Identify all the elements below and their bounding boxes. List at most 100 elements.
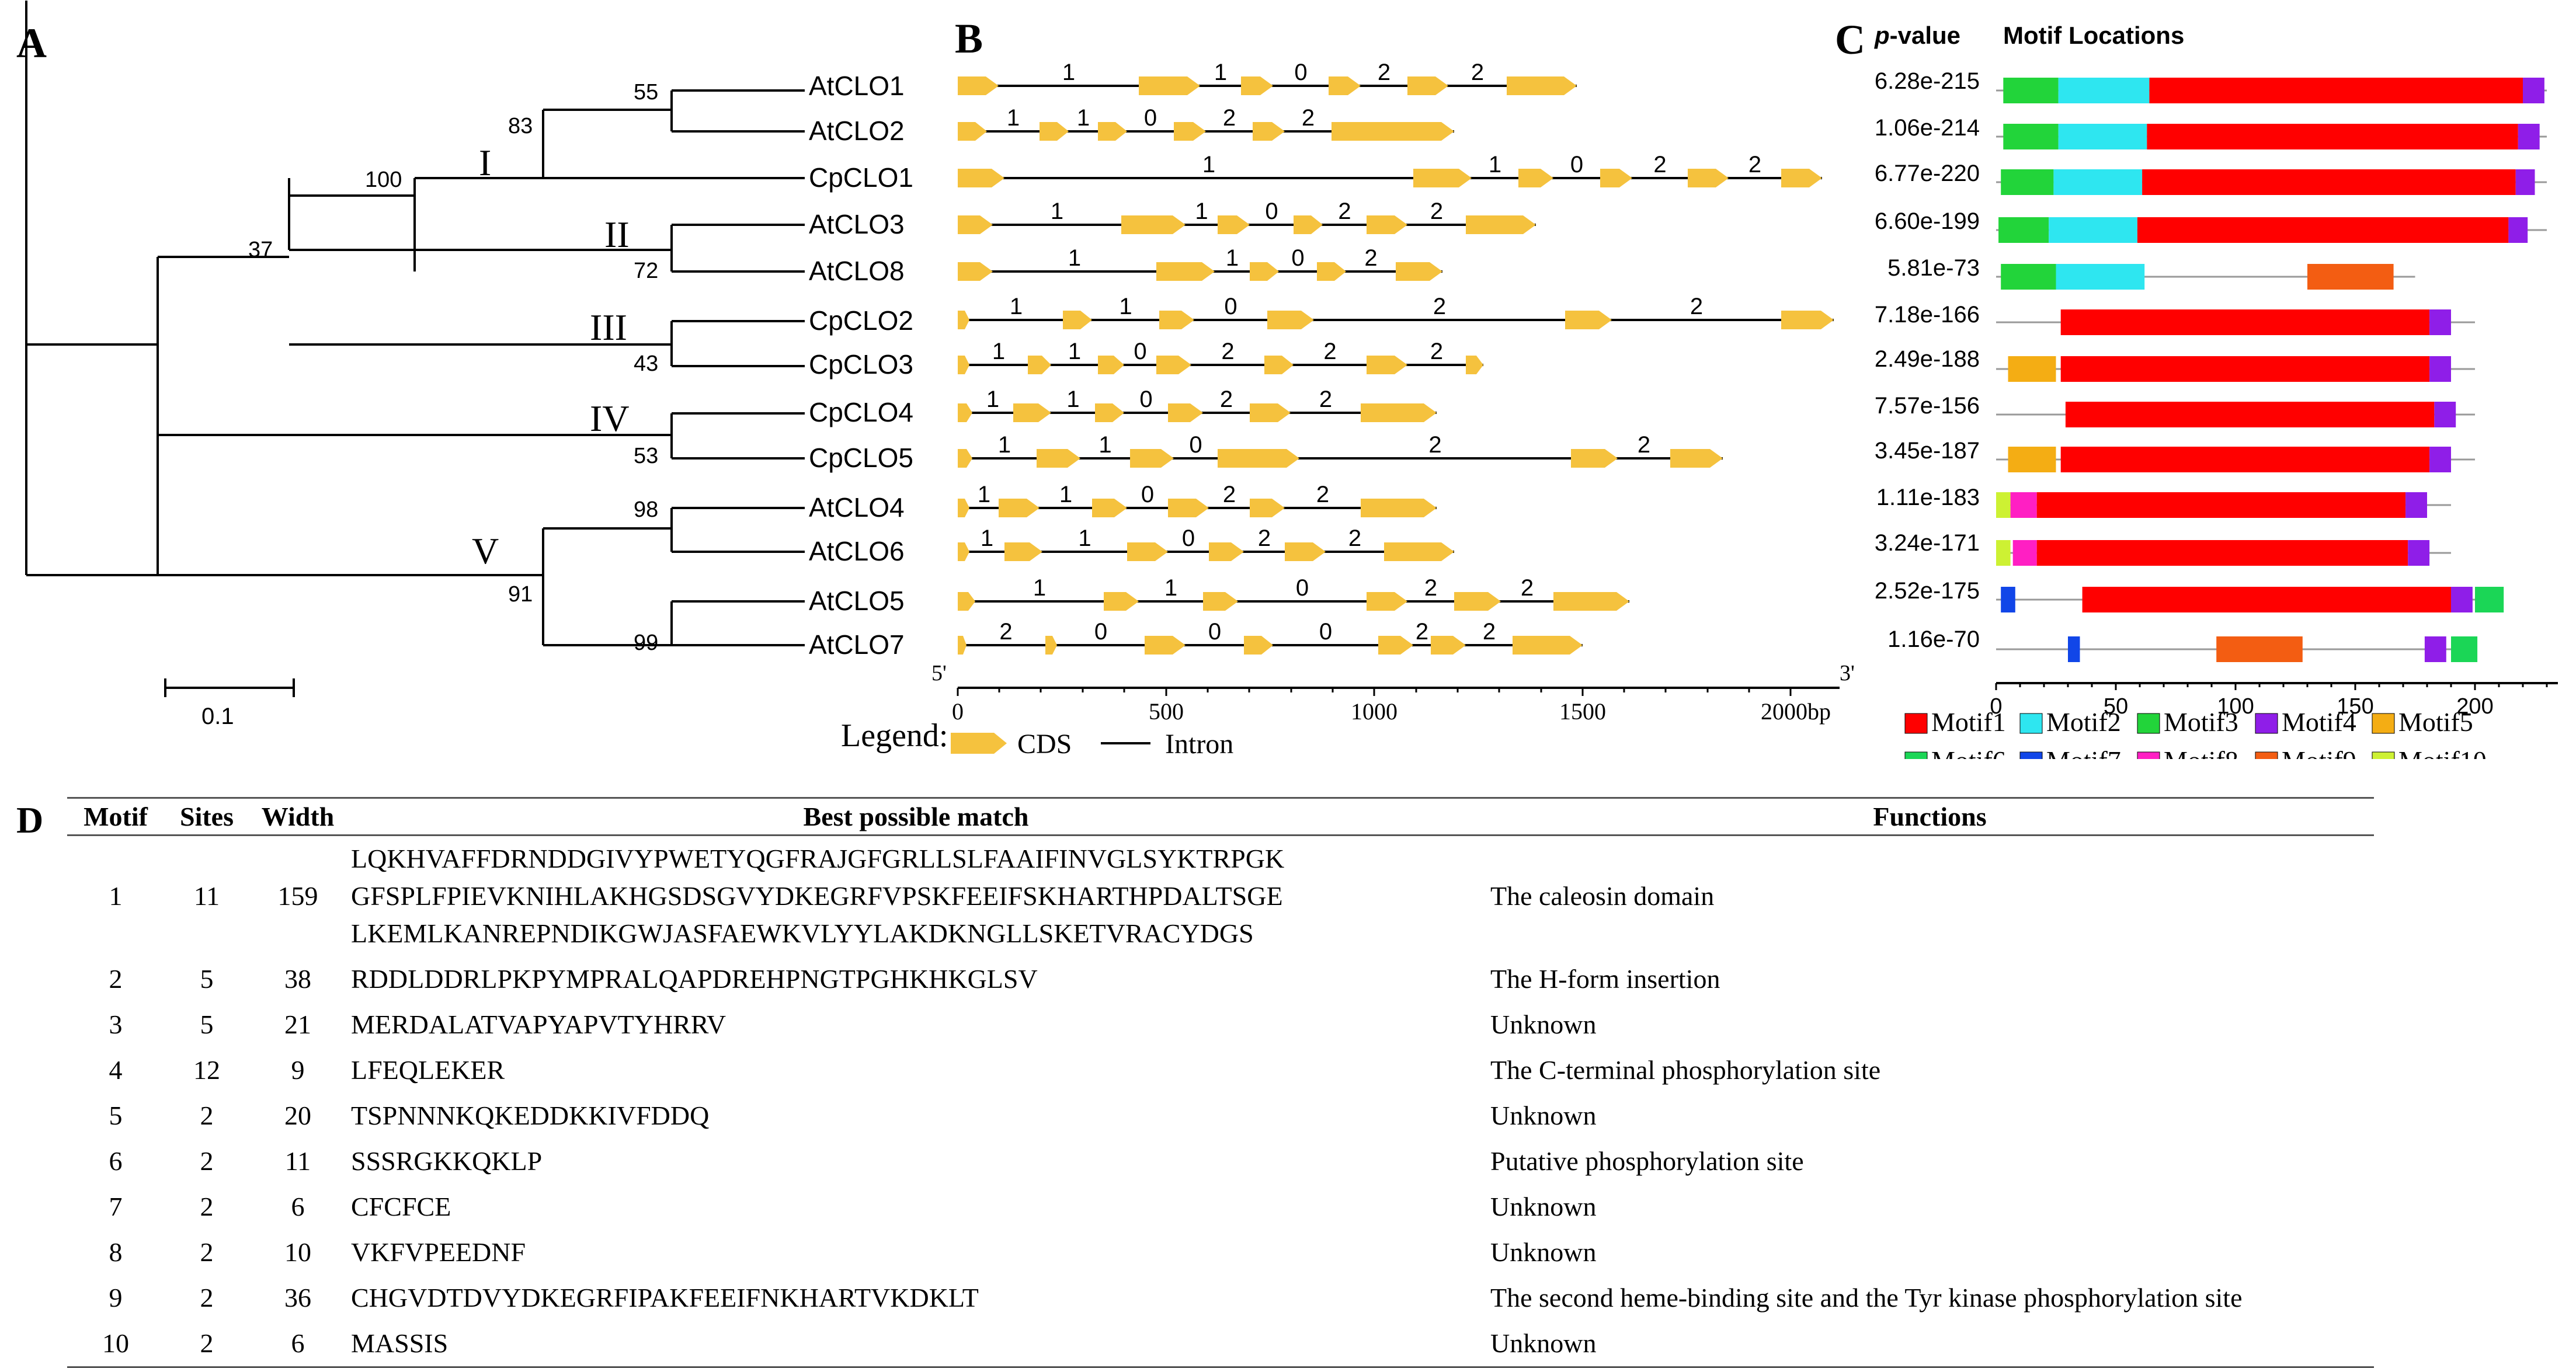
motif-block-4 [2434,402,2456,427]
five-prime-label: 5' [931,661,947,685]
motif-sequence: MERDALATVAPYAPVTYHRRV [351,1010,726,1039]
motif-row: 6.28e-215 [1875,68,2547,103]
cds-exon [1600,169,1632,187]
cds-exon [1253,122,1285,141]
motif-block-9 [2216,636,2303,662]
cds-exon [1264,356,1294,374]
cds-exon [1332,122,1454,141]
cds-exon [1098,122,1127,141]
motif-sites: 5 [200,964,214,994]
motif-block-4 [2408,540,2430,566]
intron-phase-label: 2 [1338,199,1351,224]
table-row: 4 12 9 LFEQLEKER The C-terminal phosphorylat… [67,1047,2374,1093]
scale-bar: 0.1 [164,678,295,729]
motif-block-2 [2058,124,2147,149]
motif-block-1 [2137,217,2509,243]
intron-phase-label: 1 [1119,294,1132,319]
motif-sites: 11 [193,881,220,911]
motif-sites: 5 [200,1010,214,1039]
cds-exon [1121,215,1186,234]
cds-exon [1367,356,1407,374]
table-row: 3 5 21 MERDALATVAPYAPVTYHRRV Unknown [67,1002,2374,1047]
motif-sequence: TSPNNNKQKEDDKKIVFDDQ [351,1101,710,1130]
intron-phase-label: 2 [1221,339,1234,364]
gene-structure-row: 1 1 0 2 2 [958,60,1577,95]
motif-sequence: MASSIS [346,1321,1486,1368]
legend-swatch [2137,751,2160,759]
motif-row: 1.16e-70 [1887,626,2478,662]
motif-block-1 [2142,169,2516,195]
motif-block-7 [2068,636,2080,662]
cds-exon [1244,636,1273,655]
intron-phase-label: 2 [1690,294,1703,319]
bootstrap-value: 72 [634,259,658,283]
legend-swatch [1904,751,1928,759]
gene-structure-row: 1 1 0 2 2 [958,199,1536,234]
table-row: 7 2 6 CFCFCE Unknown [67,1184,2374,1230]
cds-exon [1098,356,1124,374]
cds-exon [1466,356,1483,374]
taxon-label: CpCLO4 [809,397,913,427]
motif-function: Unknown [1490,1010,1597,1039]
motif-pvalue: 2.49e-188 [1875,346,1980,372]
legend-motif-label: Motif4 [2282,707,2356,737]
motif-row: 5.81e-73 [1887,255,2415,290]
cds-exon [1045,636,1057,655]
intron-phase-label: 2 [1223,105,1236,131]
motif-sites: 12 [193,1055,220,1085]
cds-exon [1218,215,1250,234]
motif-width: 159 [277,881,318,911]
intron-phase-label: 0 [1144,105,1157,131]
intron-phase-label: 1 [1195,199,1208,224]
cds-exon [1250,499,1285,517]
axis-tick-label: 2000bp [1761,698,1831,725]
legend-title: Legend: [841,718,948,754]
legend-swatch [2372,713,2395,734]
legend-motif-label: Motif2 [2046,707,2121,737]
taxon-label: CpCLO5 [809,443,913,473]
motif-legend-item: Motif1 [1904,707,2006,737]
bootstrap-value: 55 [634,80,658,105]
motif-number: 10 [67,1321,164,1368]
motif-function: Unknown [1490,1192,1597,1221]
cds-exon [1571,449,1618,468]
motif-sites: 2 [200,1192,214,1221]
root-branch-top [25,1,159,576]
intron-phase-label: 2 [1471,60,1484,85]
cds-exon [1241,76,1273,95]
bootstrap-value: 91 [508,582,533,607]
intron-phase-label: 1 [1051,199,1063,224]
legend-motif-label: Motif5 [2398,707,2473,737]
motif-number: 3 [109,1010,123,1039]
motif-block-3 [2003,78,2059,103]
motif-block-2 [2056,264,2145,290]
gene-axis: 5' 3' 0 500 1000 1500 2000bp [931,661,1855,725]
table-body: 1 11 159 LQKHVAFFDRNDDGIVYPWETYQGFRAJGFGRLL… [67,836,2374,1368]
motif-block-5 [2008,447,2056,472]
cds-exon [1168,403,1203,422]
motif-block-4 [2429,356,2451,382]
gene-structure-row: 1 1 0 2 2 [958,294,1834,329]
motif-block-1 [2149,78,2523,103]
motif-block-4 [2405,492,2427,518]
intron-phase-label: 2 [1424,575,1437,601]
motif-width: 6 [291,1192,305,1221]
cds-exon [1513,636,1583,655]
motif-pvalue: 3.24e-171 [1875,530,1980,556]
intron-phase-label: 2 [1521,575,1534,601]
clade-label: I [479,142,491,183]
motif-pvalue: 6.60e-199 [1875,208,1980,234]
motif-function: The C-terminal phosphorylation site [1490,1055,1881,1085]
motif-table: Motif Sites Width Best possible match Fu… [67,797,2374,1368]
cds-exon [958,311,969,329]
motif-sequence: LQKHVAFFDRNDDGIVYPWETYQGFRAJGFGRLLSLFAAI… [351,844,1285,948]
cds-exon [1384,542,1454,561]
intron-phase-label: 2 [1416,619,1428,645]
clade-label: II [604,214,630,255]
cds-exon [1285,542,1326,561]
cds-exon [1139,76,1200,95]
motif-sites: 2 [200,1237,214,1267]
gene-legend: Legend: CDS Intron [841,718,1233,759]
motif-number: 6 [109,1146,123,1176]
cds-exon [1396,262,1442,281]
